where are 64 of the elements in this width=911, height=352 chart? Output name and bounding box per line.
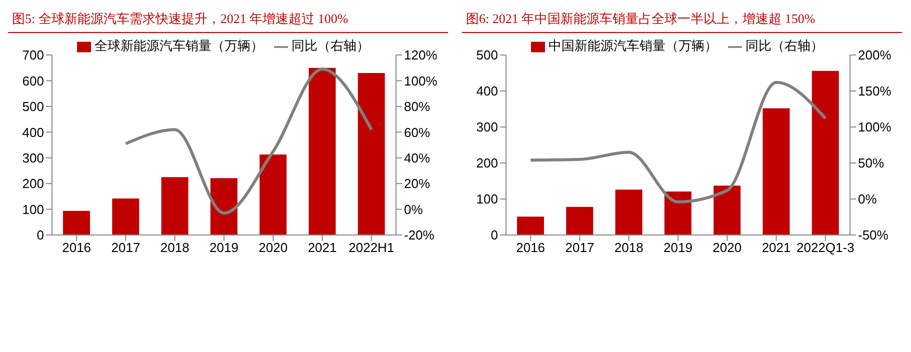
- y2-tick-label: -20%: [404, 228, 435, 243]
- y2-tick-label: 100%: [858, 120, 892, 135]
- x-tick-label: 2019: [210, 240, 238, 256]
- bar: [762, 108, 790, 235]
- bar: [161, 177, 188, 235]
- x-tick-label: 2016: [62, 240, 92, 256]
- legend-label: 中国新能源汽车销量（万辆）: [548, 38, 718, 53]
- bar: [714, 186, 741, 235]
- x-tick-label: 2021: [762, 240, 791, 256]
- y-tick-label: 300: [22, 150, 44, 166]
- bar: [812, 70, 839, 235]
- y-tick-label: 200: [22, 176, 44, 192]
- y2-tick-label: 20%: [404, 176, 430, 192]
- x-tick-label: 2017: [565, 240, 594, 256]
- bar: [63, 210, 90, 235]
- y-tick-label: 300: [476, 120, 498, 135]
- y-tick-label: 500: [22, 99, 44, 114]
- bar: [517, 216, 544, 235]
- legend-label: 同比（右轴）: [292, 38, 370, 53]
- y2-tick-label: 40%: [404, 150, 430, 166]
- y2-tick-label: 150%: [858, 84, 892, 99]
- y-tick-label: 0: [490, 228, 498, 243]
- y-tick-label: 100: [476, 192, 498, 207]
- x-tick-label: 2022Q1-3: [796, 240, 854, 256]
- chart-title: 图6: 2021 年中国新能源车销量占全球一半以上，增速超 150%: [462, 8, 902, 33]
- chart-title: 图5: 全球新能源汽车需求快速提升，2021 年增速超过 100%: [8, 8, 448, 33]
- y2-tick-label: 50%: [858, 156, 884, 171]
- y-tick-label: 400: [22, 124, 44, 140]
- x-tick-label: 2020: [712, 240, 742, 256]
- y2-tick-label: 80%: [404, 99, 430, 114]
- x-tick-label: 2018: [614, 240, 644, 256]
- legend-label: 同比（右轴）: [746, 38, 824, 53]
- y-tick-label: 200: [476, 156, 498, 171]
- bar: [615, 190, 642, 235]
- y2-tick-label: -50%: [858, 228, 889, 243]
- y2-tick-label: 100%: [404, 73, 438, 88]
- x-tick-label: 2020: [258, 240, 288, 256]
- y2-tick-label: 0%: [404, 202, 424, 217]
- x-tick-label: 2019: [664, 240, 692, 256]
- bar: [308, 68, 336, 235]
- x-tick-label: 2021: [308, 240, 337, 256]
- bar: [566, 206, 594, 235]
- x-tick-label: 2017: [111, 240, 140, 256]
- y-tick-label: 0: [36, 228, 44, 243]
- y2-tick-label: 0%: [858, 192, 878, 207]
- legend-label: 全球新能源汽车销量（万辆）: [94, 38, 264, 53]
- y-tick-label: 500: [476, 48, 498, 63]
- x-tick-label: 2022H1: [348, 240, 394, 256]
- y-tick-label: 100: [22, 202, 44, 217]
- y2-tick-label: 200%: [858, 48, 892, 63]
- bar: [358, 73, 385, 235]
- line-series: [124, 68, 373, 215]
- bar: [210, 178, 238, 235]
- x-tick-label: 2018: [160, 240, 190, 256]
- y-tick-label: 600: [22, 73, 44, 88]
- line-series: [529, 80, 827, 204]
- bar: [112, 198, 140, 235]
- y2-tick-label: 60%: [404, 124, 430, 140]
- bar: [664, 191, 692, 235]
- y2-tick-label: 120%: [404, 48, 438, 63]
- y-tick-label: 700: [22, 48, 44, 63]
- y-tick-label: 400: [476, 84, 498, 99]
- x-tick-label: 2016: [516, 240, 546, 256]
- bar: [260, 154, 287, 235]
